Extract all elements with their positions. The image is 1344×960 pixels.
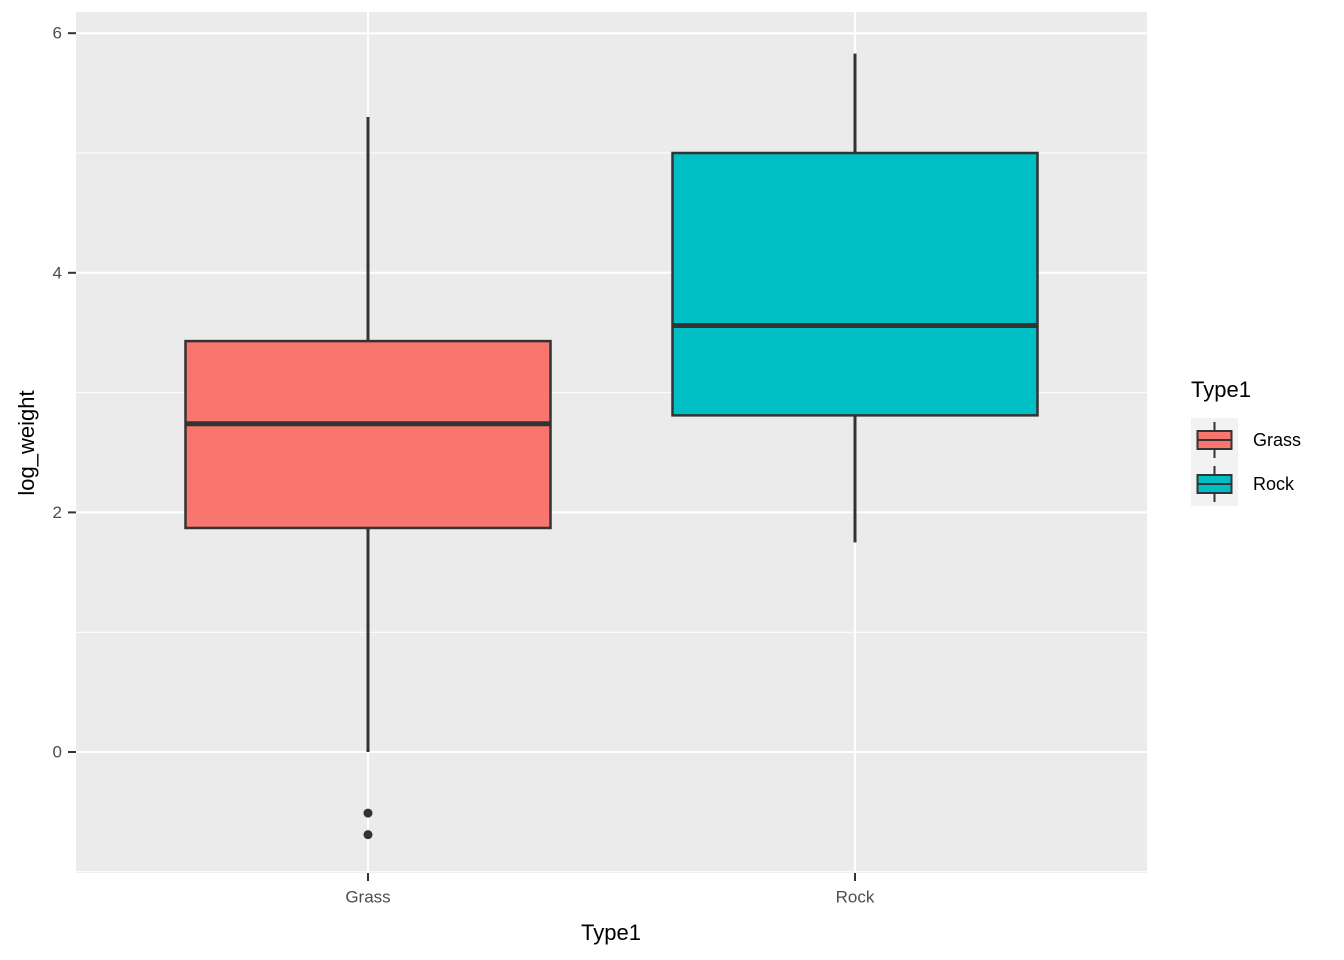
legend-key-grass: Grass (1191, 418, 1301, 462)
x-tick-label: Rock (836, 888, 875, 907)
x-axis-title: Type1 (581, 920, 641, 945)
legend: Type1 Grass Rock (1191, 377, 1301, 506)
boxplot-glyph-rock-icon (1191, 462, 1238, 506)
x-tick-label: Grass (345, 888, 390, 907)
legend-title: Type1 (1191, 377, 1251, 402)
y-tick-label: 6 (53, 24, 62, 43)
outlier-point-grass (363, 808, 373, 818)
legend-label-grass: Grass (1253, 429, 1302, 450)
box-grass (184, 339, 552, 530)
y-tick-label: 2 (53, 503, 62, 522)
boxplot-glyph-grass-icon (1191, 418, 1238, 462)
legend-key-rock: Rock (1191, 462, 1301, 506)
y-axis-title: log_weight (14, 390, 39, 496)
y-tick-label: 0 (53, 743, 62, 762)
box-rock (671, 151, 1039, 417)
legend-label-rock: Rock (1253, 473, 1295, 494)
y-tick-label: 4 (53, 263, 62, 282)
legend-keys: Grass Rock (1191, 418, 1301, 506)
outlier-point-grass (363, 830, 373, 840)
